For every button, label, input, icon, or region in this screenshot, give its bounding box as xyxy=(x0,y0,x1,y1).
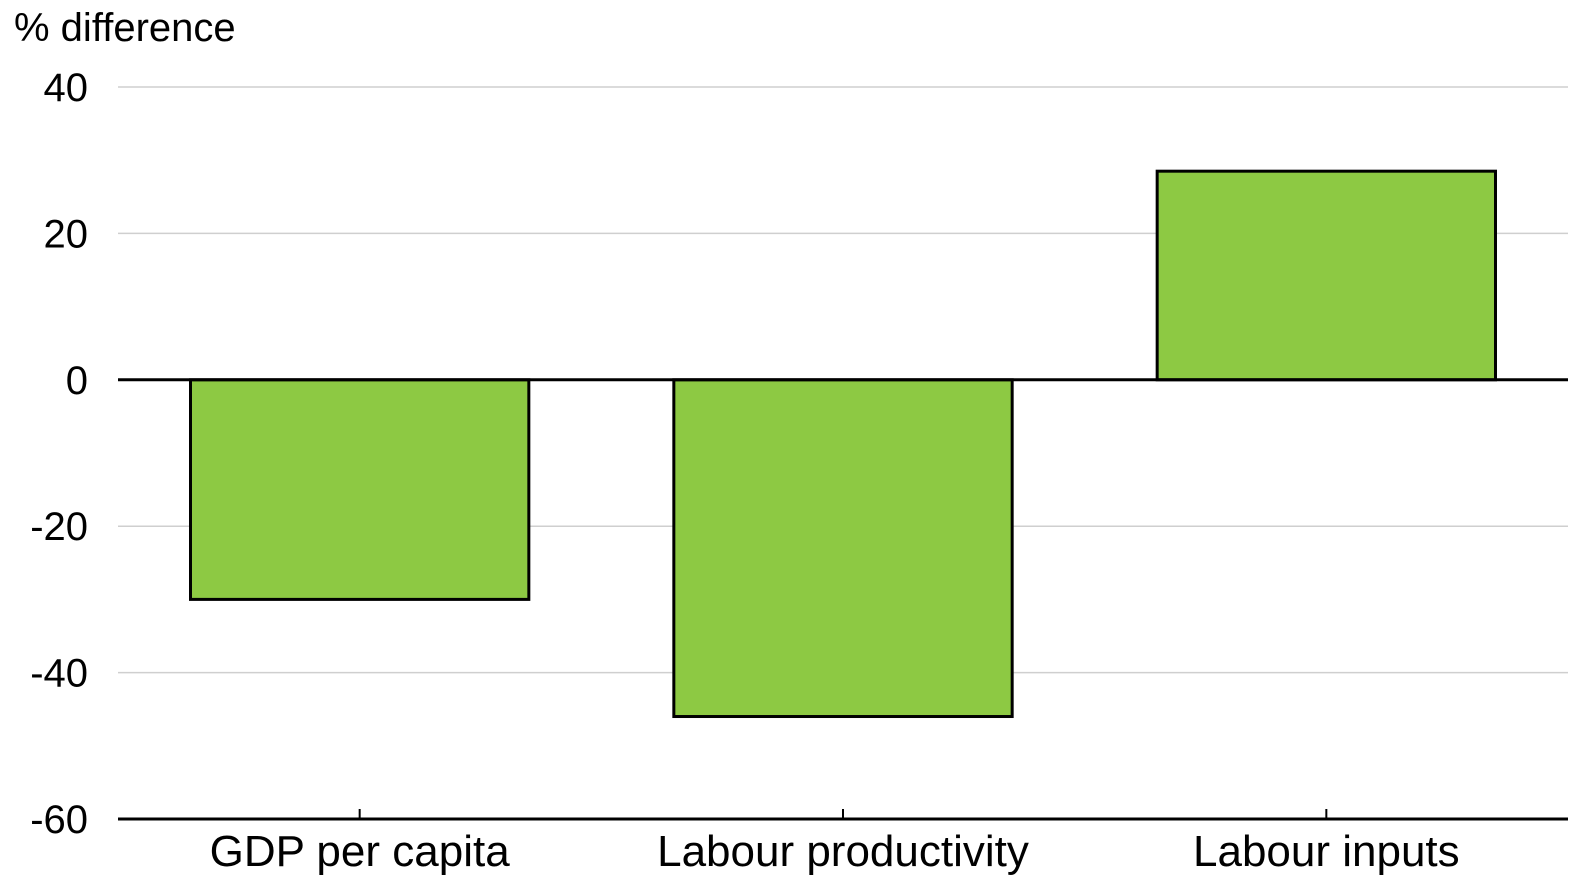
y-tick-label-20: 20 xyxy=(44,212,89,256)
y-tick-label-0: 0 xyxy=(66,359,88,403)
y-tick-label-60: -60 xyxy=(30,798,88,842)
y-tick-labels: 40 20 0 -20 -40 -60 xyxy=(30,66,88,842)
bar-labour-inputs xyxy=(1155,169,1497,382)
y-axis-label: % difference xyxy=(14,6,236,50)
bar-gdp-per-capita xyxy=(189,378,531,601)
x-tick-label-labour-inputs: Labour inputs xyxy=(1193,827,1460,876)
axes xyxy=(118,378,1568,821)
y-tick-label-40: -40 xyxy=(30,652,88,696)
x-tick-label-gdp-per-capita: GDP per capita xyxy=(210,827,511,876)
x-tick-labels: GDP per capita Labour productivity Labour … xyxy=(210,827,1460,876)
y-tick-label-40: 40 xyxy=(44,66,89,110)
x-tick-label-labour-productivity: Labour productivity xyxy=(657,827,1029,876)
y-tick-label-20: -20 xyxy=(30,505,88,549)
bars xyxy=(189,169,1497,719)
bar-labour-productivity xyxy=(672,378,1014,719)
